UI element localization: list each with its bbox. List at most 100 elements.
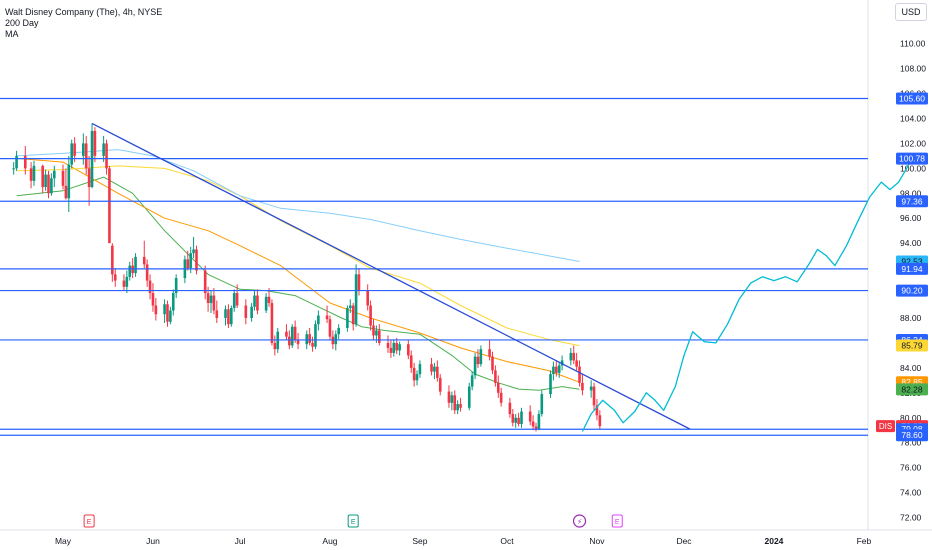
candle: [52, 165, 56, 188]
y-tick-label: 84.00: [900, 363, 922, 373]
x-tick-label: Jul: [235, 536, 246, 546]
y-tick-label: 74.00: [900, 488, 922, 498]
candle: [555, 360, 558, 377]
price-label-text: 97.36: [901, 196, 923, 206]
currency-button[interactable]: USD: [895, 3, 927, 21]
candle: [351, 303, 355, 331]
candle: [82, 133, 85, 165]
candle-body: [12, 168, 15, 170]
candle: [467, 382, 471, 411]
candle-body: [264, 296, 268, 311]
candle-body: [511, 414, 515, 423]
candle-body: [148, 280, 152, 294]
candle: [560, 355, 564, 371]
event-marker: ⚡: [572, 514, 587, 528]
projection-line: [581, 161, 911, 432]
candle: [369, 300, 372, 331]
earnings-letter: E: [351, 519, 356, 526]
candle-body: [514, 417, 517, 423]
candle-body: [328, 319, 332, 337]
candle: [151, 283, 155, 312]
candle-body: [84, 143, 88, 169]
candle-body: [540, 394, 544, 415]
candle: [514, 414, 517, 428]
candle-body: [531, 421, 535, 427]
candle-body: [438, 377, 442, 392]
price-label-bg: [896, 262, 928, 275]
candle-body: [325, 315, 329, 320]
candle: [592, 382, 596, 411]
candle-body: [267, 296, 271, 304]
candle-body: [67, 164, 71, 199]
candle: [508, 397, 512, 418]
candle: [270, 299, 274, 346]
candle-body: [575, 360, 578, 367]
x-tick-label: Nov: [589, 536, 605, 546]
candle-body: [453, 395, 457, 411]
candle: [203, 265, 207, 300]
candle: [125, 270, 129, 294]
candle: [433, 362, 436, 380]
candle: [192, 236, 195, 259]
y-tick-label: 72.00: [900, 513, 922, 523]
candle-body: [386, 342, 390, 348]
candle: [357, 268, 361, 296]
candle-body: [52, 170, 56, 179]
ma_200-line: [16, 149, 580, 262]
candle: [531, 415, 535, 431]
y-tick-label: 108.00: [900, 64, 926, 74]
candle-body: [409, 355, 413, 368]
chart-title: Walt Disney Company (The), 4h, NYSE: [5, 7, 163, 17]
candle-body: [227, 309, 230, 325]
candle: [540, 390, 544, 417]
candle-body: [595, 405, 599, 416]
candle-body: [479, 349, 483, 365]
candle-body: [337, 327, 340, 335]
candle-body: [491, 356, 494, 371]
candle-body: [230, 308, 233, 325]
candle: [264, 293, 268, 314]
candle-body: [407, 344, 410, 356]
candle: [122, 274, 126, 291]
candle-body: [108, 168, 111, 244]
candle-body: [41, 165, 44, 188]
candle-body: [520, 411, 523, 424]
candle: [67, 155, 71, 212]
candle: [142, 240, 146, 269]
candle: [145, 259, 149, 287]
candle: [528, 405, 532, 426]
event-marker: E: [347, 514, 359, 528]
candle: [459, 397, 462, 412]
candle-body: [70, 143, 74, 165]
earnings-badge: [83, 514, 95, 528]
candle-body: [64, 185, 68, 199]
price-label-text: 78.60: [901, 430, 923, 440]
candle: [134, 253, 137, 277]
y-tick-label: 104.00: [900, 113, 926, 123]
candle-body: [82, 143, 85, 156]
price-label-text: 90.20: [901, 286, 923, 296]
candle: [111, 243, 114, 282]
candle: [285, 324, 288, 341]
price-label-bg: [896, 195, 928, 208]
candle-body: [357, 274, 361, 291]
candle: [44, 169, 47, 191]
candle: [473, 352, 477, 380]
candle-body: [395, 342, 399, 351]
candle: [32, 160, 36, 186]
candle: [496, 375, 500, 398]
candle-body: [467, 386, 471, 408]
candle: [253, 290, 256, 311]
candle: [511, 409, 515, 427]
candle-body: [389, 347, 393, 353]
candle: [73, 137, 76, 163]
candle: [491, 351, 494, 375]
candle: [131, 258, 134, 279]
candle-body: [125, 276, 129, 287]
candle-body: [174, 278, 178, 294]
candle-body: [508, 402, 512, 415]
candle: [102, 135, 105, 163]
candle: [308, 327, 311, 346]
candle: [235, 284, 239, 309]
